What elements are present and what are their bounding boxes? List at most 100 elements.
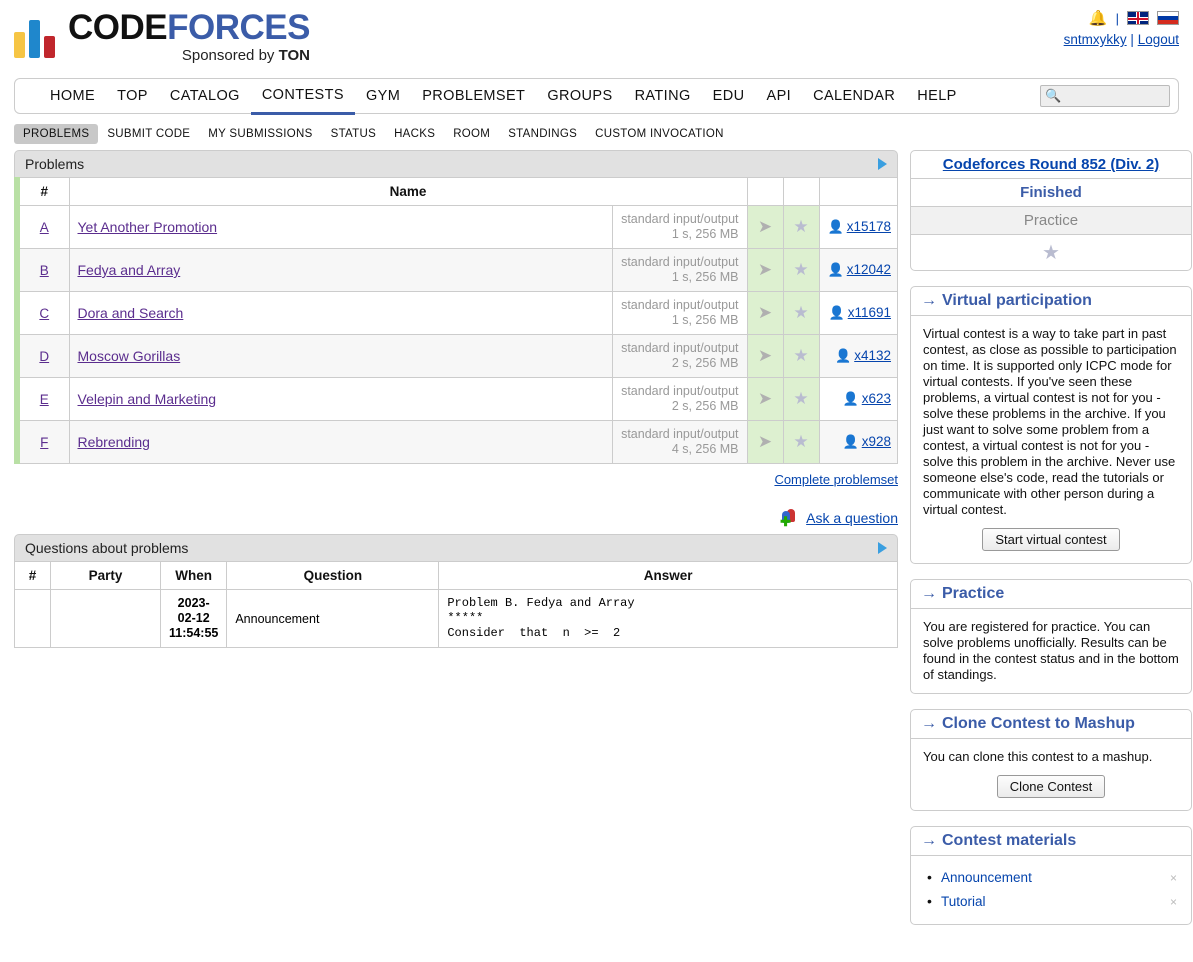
problem-index-link[interactable]: E — [39, 391, 49, 407]
subnav-item-standings[interactable]: STANDINGS — [508, 128, 578, 140]
problem-solved-link[interactable]: x11691 — [847, 305, 891, 320]
paper-plane-icon[interactable]: ➤ — [757, 260, 773, 279]
problem-favourite-cell[interactable]: ★ — [782, 205, 820, 249]
paper-plane-icon[interactable]: ➤ — [757, 432, 773, 451]
problem-name-link[interactable]: Rebrending — [77, 434, 150, 450]
problem-submit-cell[interactable]: ➤ — [746, 291, 784, 335]
contest-name-link[interactable]: Codeforces Round 852 (Div. 2) — [942, 156, 1160, 173]
codeforces-logo[interactable]: CODEFORCES Sponsored by TON — [14, 10, 310, 63]
star-icon[interactable]: ★ — [793, 432, 809, 451]
star-icon[interactable]: ★ — [793, 260, 809, 279]
problem-submit-cell[interactable]: ➤ — [746, 377, 784, 421]
problem-name-link[interactable]: Fedya and Array — [77, 262, 181, 278]
star-icon[interactable]: ★ — [793, 346, 809, 365]
contest-favourite-row[interactable]: ★ — [911, 235, 1191, 270]
table-row[interactable]: F Rebrending standard input/output 4 s, 2… — [16, 420, 899, 464]
problem-name-link[interactable]: Dora and Search — [77, 305, 184, 321]
subnav-item-room[interactable]: ROOM — [453, 128, 491, 140]
complete-problemset-link[interactable]: Complete problemset — [774, 472, 898, 487]
practice-box: → Practice You are registered for practic… — [910, 579, 1192, 694]
search-box[interactable]: 🔍 — [1040, 85, 1170, 107]
nav-item-home[interactable]: HOME — [50, 88, 96, 104]
material-link-tutorial[interactable]: Tutorial — [941, 894, 986, 909]
close-icon[interactable]: × — [1169, 871, 1177, 885]
problem-favourite-cell[interactable]: ★ — [782, 420, 820, 464]
problem-name-link[interactable]: Yet Another Promotion — [77, 219, 218, 235]
clone-contest-title: → Clone Contest to Mashup — [911, 710, 1191, 739]
expand-arrow-icon[interactable] — [878, 158, 887, 170]
star-icon[interactable]: ★ — [793, 389, 809, 408]
logo-bar-yellow — [14, 32, 25, 58]
virtual-participation-title-text: Virtual participation — [942, 292, 1092, 309]
nav-item-rating[interactable]: RATING — [634, 88, 691, 104]
nav-item-problemset[interactable]: PROBLEMSET — [422, 88, 526, 104]
problem-index-cell: B — [16, 248, 70, 292]
problem-index-link[interactable]: C — [39, 305, 50, 321]
search-input[interactable] — [1061, 88, 1162, 104]
problem-solved-link[interactable]: x15178 — [846, 219, 891, 234]
problem-solved-link[interactable]: x623 — [861, 391, 891, 406]
table-row[interactable]: E Velepin and Marketing standard input/o… — [16, 377, 899, 421]
problem-solved-link[interactable]: x928 — [861, 434, 891, 449]
problem-submit-cell[interactable]: ➤ — [746, 205, 784, 249]
problem-favourite-cell[interactable]: ★ — [782, 248, 820, 292]
problem-index-link[interactable]: D — [39, 348, 50, 364]
problem-favourite-cell[interactable]: ★ — [782, 334, 820, 378]
paper-plane-icon[interactable]: ➤ — [757, 389, 773, 408]
problem-favourite-cell[interactable]: ★ — [782, 291, 820, 335]
problem-index-link[interactable]: B — [39, 262, 49, 278]
nav-item-groups[interactable]: GROUPS — [547, 88, 613, 104]
expand-arrow-icon[interactable] — [878, 542, 887, 554]
clone-contest-button[interactable]: Clone Contest — [996, 775, 1106, 798]
bell-icon[interactable]: 🔔 — [1088, 10, 1108, 27]
subnav-item-problems[interactable]: PROBLEMS — [14, 124, 99, 144]
paper-plane-icon[interactable]: ➤ — [757, 217, 773, 236]
star-icon[interactable]: ★ — [1042, 242, 1060, 264]
practice-body: You are registered for practice. You can… — [923, 619, 1179, 682]
table-row: 2023-02-12 11:54:55 Announcement Problem… — [14, 589, 898, 648]
nav-item-calendar[interactable]: CALENDAR — [813, 88, 896, 104]
paper-plane-icon[interactable]: ➤ — [757, 346, 773, 365]
ask-a-question-link[interactable]: Ask a question — [806, 509, 898, 526]
problem-solved-link[interactable]: x12042 — [846, 262, 891, 277]
nav-item-edu[interactable]: EDU — [712, 88, 745, 104]
table-row[interactable]: A Yet Another Promotion standard input/o… — [16, 205, 899, 249]
problem-index-link[interactable]: F — [40, 434, 49, 450]
arrow-right-icon: → — [921, 715, 937, 732]
star-icon[interactable]: ★ — [793, 217, 809, 236]
list-item[interactable]: Tutorial × — [923, 890, 1179, 914]
list-item[interactable]: Announcement × — [923, 866, 1179, 890]
nav-item-contests[interactable]: CONTESTS — [250, 78, 355, 115]
subnav-item-status[interactable]: STATUS — [330, 128, 377, 140]
problem-submit-cell[interactable]: ➤ — [746, 420, 784, 464]
problem-submit-cell[interactable]: ➤ — [746, 334, 784, 378]
uk-flag-icon[interactable] — [1127, 11, 1149, 25]
problem-solved-link[interactable]: x4132 — [854, 348, 891, 363]
problem-favourite-cell[interactable]: ★ — [782, 377, 820, 421]
table-row[interactable]: B Fedya and Array standard input/output 1… — [16, 248, 899, 292]
subnav-item-custom-invocation[interactable]: CUSTOM INVOCATION — [595, 128, 724, 140]
close-icon[interactable]: × — [1169, 895, 1177, 909]
nav-item-api[interactable]: API — [766, 88, 792, 104]
problem-submit-cell[interactable]: ➤ — [746, 248, 784, 292]
table-row[interactable]: C Dora and Search standard input/output 1… — [16, 291, 899, 335]
table-row[interactable]: D Moscow Gorillas standard input/output 2… — [16, 334, 899, 378]
logo-sponsor-brand: TON — [278, 47, 310, 64]
logout-link[interactable]: Logout — [1137, 32, 1179, 47]
star-icon[interactable]: ★ — [793, 303, 809, 322]
subnav-item-my-submissions[interactable]: MY SUBMISSIONS — [208, 128, 313, 140]
start-virtual-contest-button[interactable]: Start virtual contest — [982, 528, 1120, 551]
problem-name-link[interactable]: Velepin and Marketing — [77, 391, 217, 407]
paper-plane-icon[interactable]: ➤ — [757, 303, 773, 322]
nav-item-gym[interactable]: GYM — [365, 88, 401, 104]
nav-item-catalog[interactable]: CATALOG — [169, 88, 240, 104]
username-link[interactable]: sntmxykky — [1063, 32, 1127, 47]
nav-item-help[interactable]: HELP — [917, 88, 957, 104]
nav-item-top[interactable]: TOP — [117, 88, 148, 104]
problem-index-link[interactable]: A — [39, 219, 49, 235]
subnav-item-hacks[interactable]: HACKS — [394, 128, 436, 140]
problem-name-link[interactable]: Moscow Gorillas — [77, 348, 181, 364]
subnav-item-submit-code[interactable]: SUBMIT CODE — [107, 128, 191, 140]
material-link-announcement[interactable]: Announcement — [941, 870, 1032, 885]
ru-flag-icon[interactable] — [1157, 11, 1179, 25]
